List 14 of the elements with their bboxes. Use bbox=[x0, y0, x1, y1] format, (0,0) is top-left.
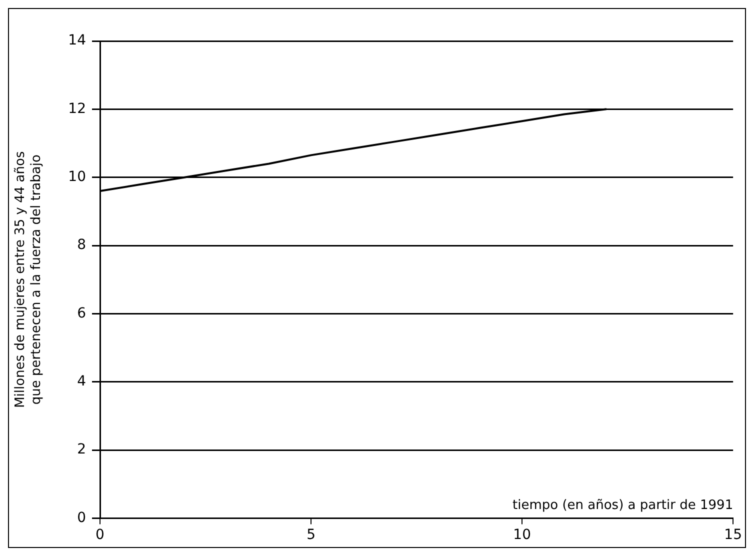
y-tick-label: 0 bbox=[77, 510, 86, 526]
y-tick-label: 2 bbox=[77, 442, 86, 458]
y-tick-label: 12 bbox=[68, 100, 86, 117]
y-axis-title: Millones de mujeres entre 35 y 44 años que pertenecen a la fuerza del trabajo bbox=[13, 151, 44, 408]
x-tick-label: 15 bbox=[724, 527, 742, 544]
y-tick-label: 14 bbox=[68, 32, 86, 49]
x-tick-label: 0 bbox=[96, 527, 104, 544]
x-tick-label: 10 bbox=[513, 527, 531, 544]
y-tick-label: 8 bbox=[77, 237, 86, 254]
x-axis-title: tiempo (en años) a partir de 1991 bbox=[512, 498, 734, 514]
y-tick-label: 10 bbox=[68, 168, 86, 185]
y-tick-label: 6 bbox=[77, 305, 86, 322]
x-tick-label: 5 bbox=[306, 527, 316, 544]
y-tick-label: 4 bbox=[77, 374, 86, 390]
